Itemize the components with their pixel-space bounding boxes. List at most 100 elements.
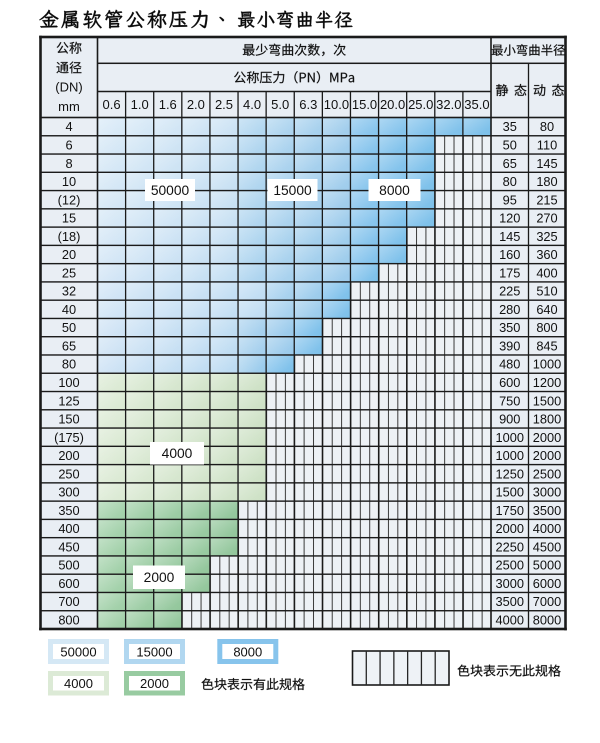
svg-text:4000: 4000: [162, 446, 193, 461]
svg-text:3000: 3000: [533, 485, 561, 500]
svg-text:750: 750: [499, 393, 520, 408]
svg-text:4.0: 4.0: [243, 97, 261, 112]
svg-text:160: 160: [499, 247, 520, 262]
svg-text:100: 100: [58, 375, 79, 390]
svg-text:4500: 4500: [533, 539, 561, 554]
svg-text:15000: 15000: [136, 644, 172, 659]
svg-text:8000: 8000: [533, 612, 561, 627]
svg-text:150: 150: [58, 412, 79, 427]
svg-text:6000: 6000: [533, 576, 561, 591]
svg-text:500: 500: [58, 558, 79, 573]
svg-text:5000: 5000: [533, 558, 561, 573]
svg-text:2.5: 2.5: [215, 97, 233, 112]
svg-text:1000: 1000: [496, 430, 524, 445]
svg-text:95: 95: [503, 192, 517, 207]
svg-text:640: 640: [536, 302, 557, 317]
svg-text:6.3: 6.3: [299, 97, 317, 112]
svg-text:50000: 50000: [60, 644, 96, 659]
svg-text:350: 350: [58, 503, 79, 518]
svg-text:175: 175: [499, 265, 520, 280]
svg-text:510: 510: [536, 284, 557, 299]
svg-text:2000: 2000: [533, 448, 561, 463]
svg-text:25.0: 25.0: [408, 97, 433, 112]
svg-text:325: 325: [536, 229, 557, 244]
svg-text:8000: 8000: [379, 183, 410, 198]
svg-text:65: 65: [62, 338, 76, 353]
svg-text:1000: 1000: [533, 357, 561, 372]
svg-text:350: 350: [499, 320, 520, 335]
svg-text:225: 225: [499, 284, 520, 299]
svg-text:1200: 1200: [533, 375, 561, 390]
svg-text:4000: 4000: [533, 521, 561, 536]
svg-text:600: 600: [499, 375, 520, 390]
svg-text:10: 10: [62, 174, 76, 189]
svg-text:270: 270: [536, 211, 557, 226]
svg-text:20: 20: [62, 247, 76, 262]
svg-text:(18): (18): [58, 229, 81, 244]
svg-text:10.0: 10.0: [324, 97, 349, 112]
svg-text:7000: 7000: [533, 594, 561, 609]
svg-text:(12): (12): [58, 192, 81, 207]
svg-text:2000: 2000: [496, 521, 524, 536]
svg-text:250: 250: [58, 466, 79, 481]
svg-text:4: 4: [65, 119, 72, 134]
svg-text:5.0: 5.0: [271, 97, 289, 112]
svg-text:8000: 8000: [233, 644, 262, 659]
svg-text:1000: 1000: [496, 448, 524, 463]
svg-text:1500: 1500: [533, 393, 561, 408]
svg-text:35: 35: [503, 119, 517, 134]
svg-text:65: 65: [503, 156, 517, 171]
svg-text:800: 800: [536, 320, 557, 335]
svg-text:1250: 1250: [496, 466, 524, 481]
svg-text:2500: 2500: [496, 558, 524, 573]
svg-text:450: 450: [58, 539, 79, 554]
svg-text:600: 600: [58, 576, 79, 591]
svg-text:280: 280: [499, 302, 520, 317]
svg-text:8: 8: [65, 156, 72, 171]
svg-text:480: 480: [499, 357, 520, 372]
svg-text:800: 800: [58, 612, 79, 627]
svg-text:15000: 15000: [273, 183, 312, 198]
svg-text:50000: 50000: [151, 183, 190, 198]
svg-text:900: 900: [499, 412, 520, 427]
svg-text:125: 125: [58, 393, 79, 408]
svg-text:80: 80: [62, 357, 76, 372]
svg-text:1750: 1750: [496, 503, 524, 518]
svg-text:145: 145: [499, 229, 520, 244]
svg-text:4000: 4000: [496, 612, 524, 627]
svg-text:20.0: 20.0: [380, 97, 405, 112]
svg-text:120: 120: [499, 211, 520, 226]
svg-text:390: 390: [499, 338, 520, 353]
svg-text:180: 180: [536, 174, 557, 189]
svg-text:80: 80: [540, 119, 554, 134]
svg-text:0.6: 0.6: [103, 97, 121, 112]
svg-text:400: 400: [536, 265, 557, 280]
svg-text:1.6: 1.6: [159, 97, 177, 112]
svg-text:2000: 2000: [140, 676, 169, 691]
svg-text:mm: mm: [58, 99, 80, 114]
svg-text:2000: 2000: [144, 570, 175, 585]
svg-text:1500: 1500: [496, 485, 524, 500]
svg-text:360: 360: [536, 247, 557, 262]
svg-text:32: 32: [62, 284, 76, 299]
svg-text:32.0: 32.0: [436, 97, 461, 112]
svg-text:2500: 2500: [533, 466, 561, 481]
svg-text:35.0: 35.0: [464, 97, 489, 112]
svg-text:1800: 1800: [533, 412, 561, 427]
svg-text:3000: 3000: [496, 576, 524, 591]
svg-text:845: 845: [536, 338, 557, 353]
svg-text:(175): (175): [54, 430, 84, 445]
svg-text:15: 15: [62, 211, 76, 226]
svg-text:2000: 2000: [533, 430, 561, 445]
svg-text:15.0: 15.0: [352, 97, 377, 112]
svg-text:3500: 3500: [496, 594, 524, 609]
svg-text:215: 215: [536, 192, 557, 207]
svg-text:300: 300: [58, 485, 79, 500]
svg-text:80: 80: [503, 174, 517, 189]
svg-text:145: 145: [536, 156, 557, 171]
svg-text:50: 50: [62, 320, 76, 335]
svg-text:6: 6: [65, 138, 72, 153]
svg-text:400: 400: [58, 521, 79, 536]
svg-text:3500: 3500: [533, 503, 561, 518]
svg-text:1.0: 1.0: [131, 97, 149, 112]
